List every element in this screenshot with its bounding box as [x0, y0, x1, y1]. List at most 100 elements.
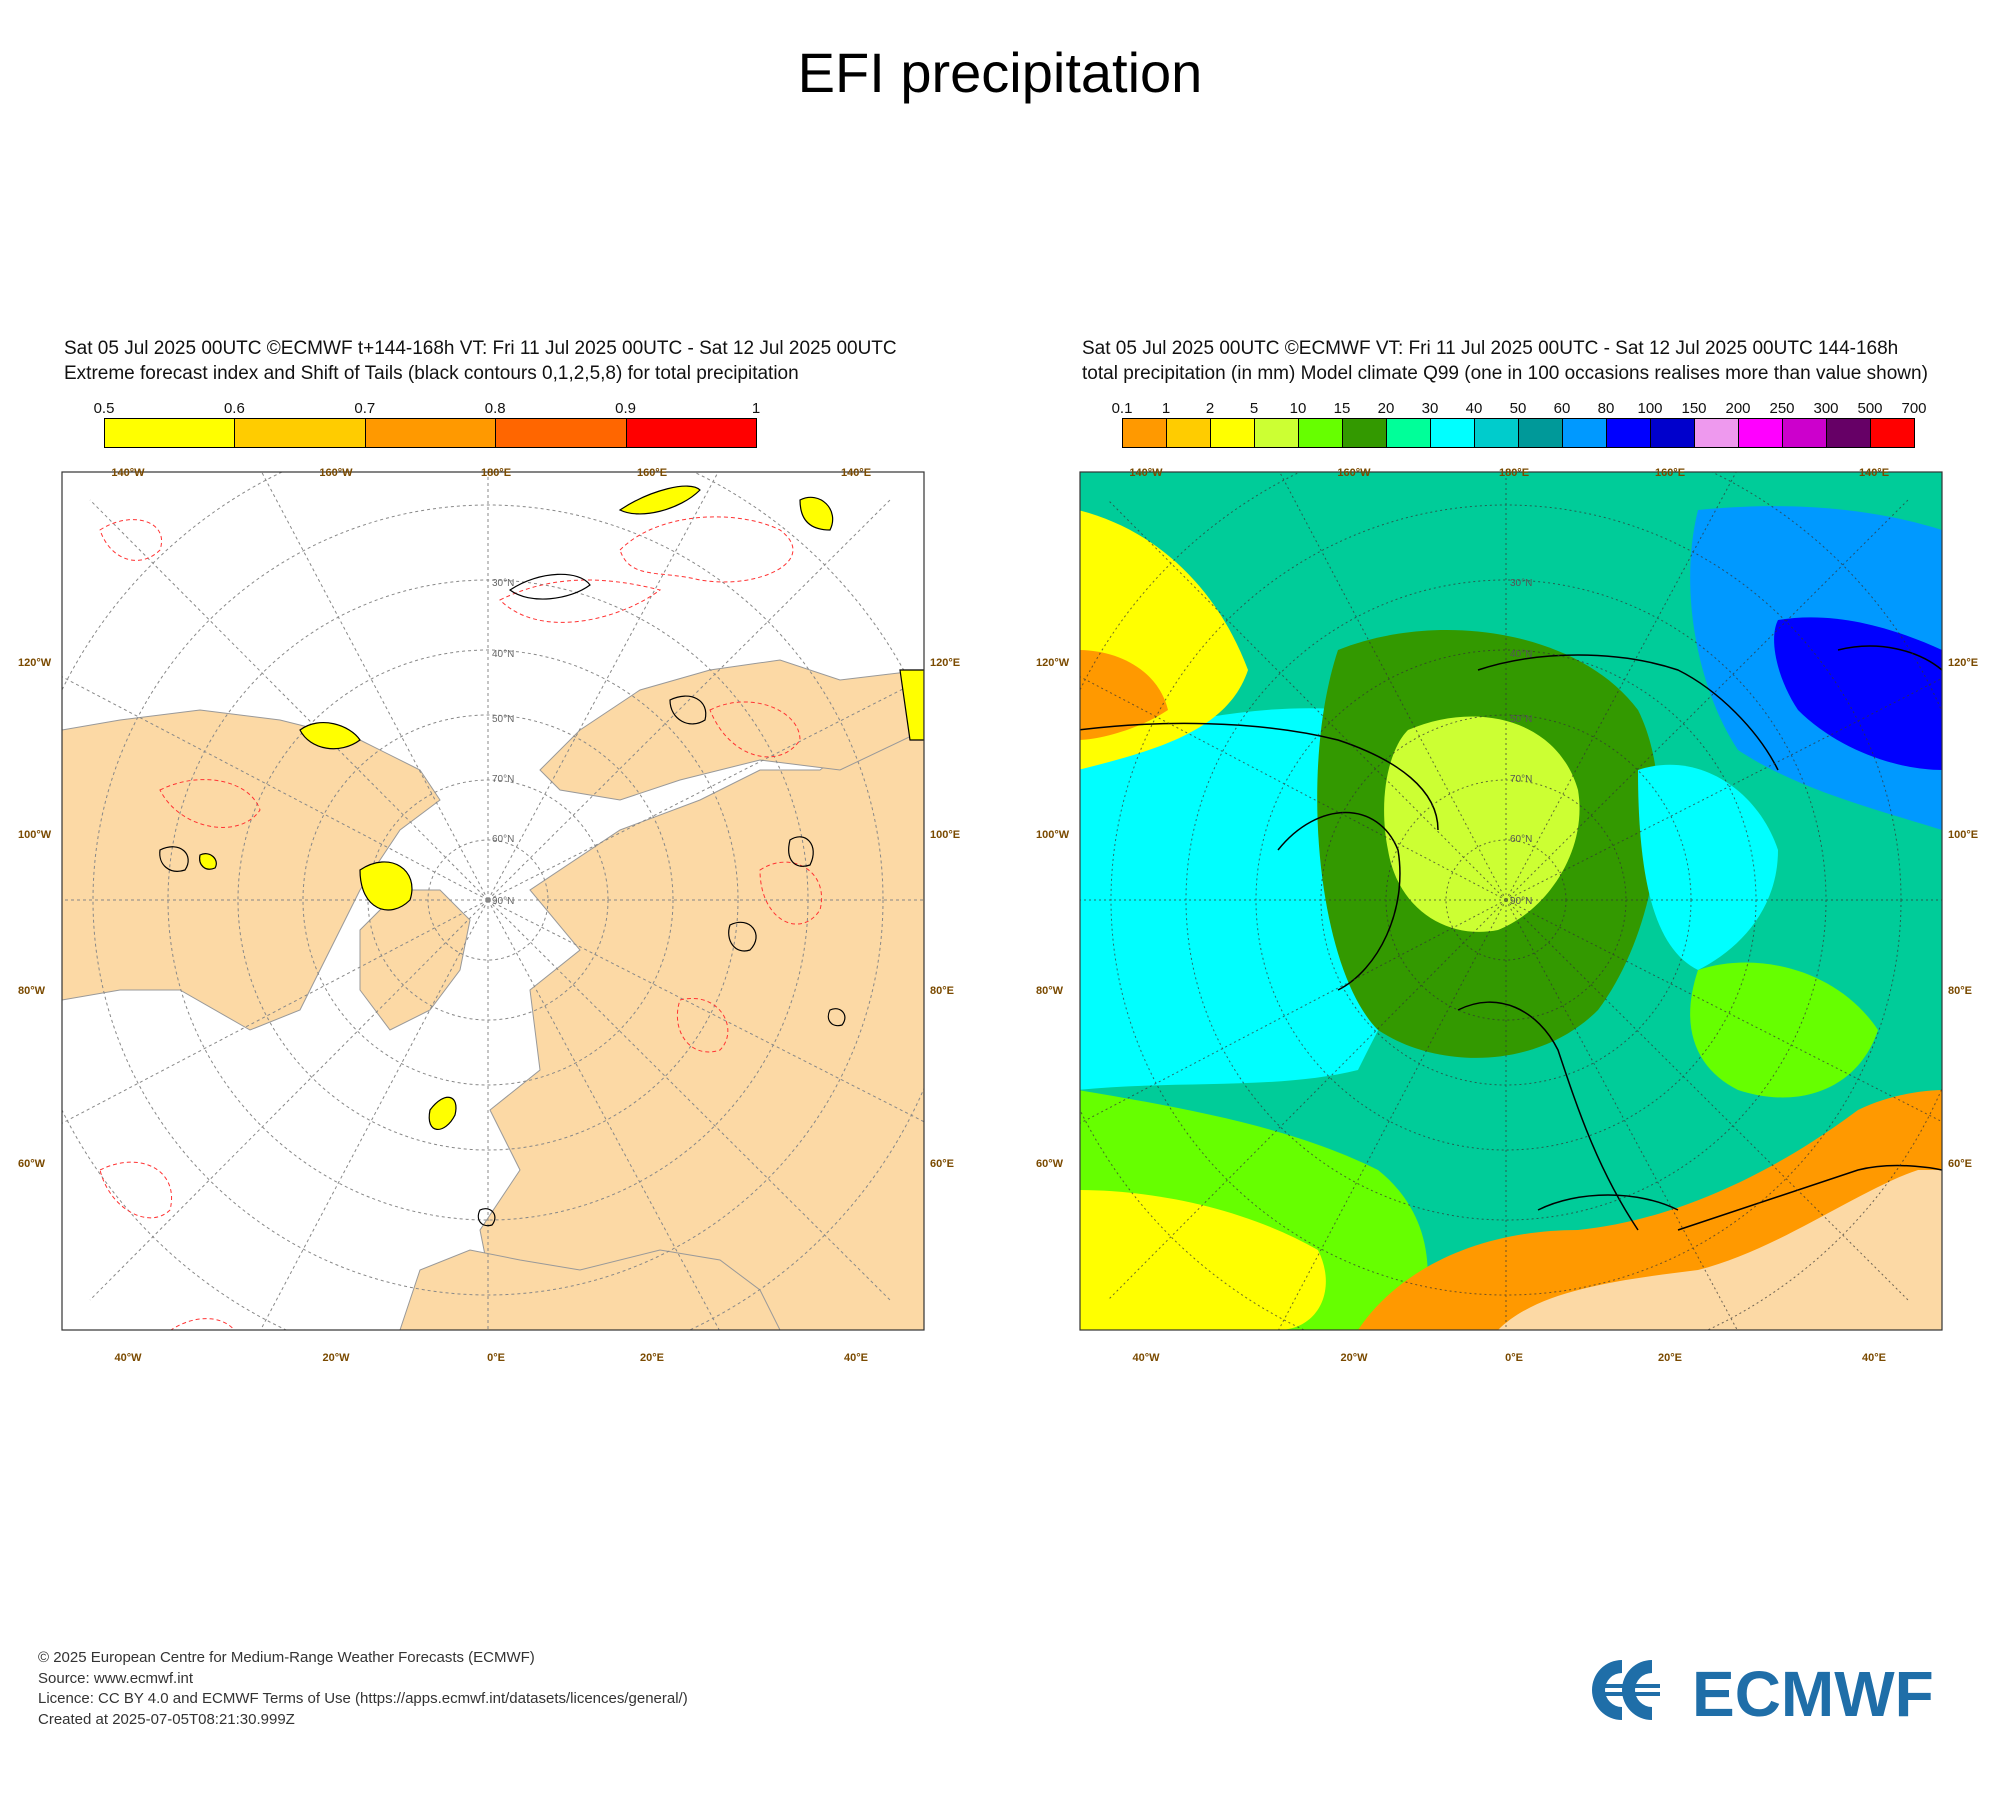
efi-colorbar-tick: 0.8	[484, 400, 506, 417]
climate-lime-polar	[1384, 716, 1580, 932]
svg-text:90°N: 90°N	[492, 896, 514, 907]
efi-land-asia-north	[539, 659, 924, 801]
efi-lat-right-4: 60°E	[930, 1158, 954, 1170]
climate-colorbar-tick: 60	[1553, 400, 1571, 417]
climate-colorbar-tick: 5	[1249, 400, 1259, 417]
climate-deep-blue-pacific	[1774, 617, 1942, 770]
climate-lon-bottom-1: 40°W	[1132, 1352, 1160, 1364]
footer-source: Source: www.ecmwf.int	[38, 1669, 194, 1687]
climate-colorbar-swatch	[1606, 418, 1651, 448]
climate-colorbar-tick: 700	[1901, 400, 1927, 417]
climate-lat-right-3: 80°E	[1948, 985, 1972, 997]
climate-colorbar-tick: 50	[1509, 400, 1527, 417]
climate-colorbar-swatch	[1342, 418, 1387, 448]
efi-lon-top-5: 140°E	[840, 467, 872, 479]
efi-colorbar-swatch	[364, 418, 497, 448]
climate-colorbar-swatch	[1870, 418, 1915, 448]
efi-colorbar: 0.5 0.6 0.7 0.8 0.9 1	[60, 400, 940, 460]
climate-lat-left-2: 100°W	[1036, 829, 1070, 841]
efi-lat-left-1: 120°W	[18, 657, 52, 669]
svg-text:40°N: 40°N	[1510, 649, 1532, 660]
efi-map-frame	[61, 471, 925, 1331]
climate-colorbar-tick: 300	[1813, 400, 1839, 417]
climate-header-line1: Sat 05 Jul 2025 00UTC ©ECMWF VT: Fri 11 …	[1082, 338, 1899, 359]
climate-lat-right-1: 120°E	[1948, 657, 1979, 669]
efi-lon-top-1: 140°W	[111, 467, 145, 479]
climate-lat-right-4: 60°E	[1948, 1158, 1972, 1170]
svg-text:30°N: 30°N	[1510, 578, 1532, 589]
efi-lon-bottom-1: 40°W	[114, 1352, 142, 1364]
efi-header-line2: Extreme forecast index and Shift of Tail…	[64, 363, 799, 384]
svg-text:60°N: 60°N	[492, 834, 514, 845]
efi-colorbar-tick: 0.6	[223, 400, 245, 417]
climate-colorbar-tick: 500	[1857, 400, 1883, 417]
climate-map-frame	[1079, 471, 1943, 1331]
climate-colorbar-swatch	[1210, 418, 1255, 448]
svg-text:50°N: 50°N	[492, 714, 514, 725]
efi-panel: Sat 05 Jul 2025 00UTC ©ECMWF t+144-168h …	[18, 335, 960, 1365]
climate-colorbar-swatch	[1562, 418, 1607, 448]
climate-lon-top-1: 140°W	[1129, 467, 1163, 479]
page-title: EFI precipitation	[797, 41, 1203, 104]
efi-colorbar-tick: 0.9	[615, 400, 637, 417]
ecmwf-logo-text: ECMWF	[1692, 1658, 1934, 1725]
efi-colorbar-tick: 1	[751, 400, 761, 417]
efi-lat-left-2: 100°W	[18, 829, 52, 841]
climate-colorbar-tick: 10	[1289, 400, 1307, 417]
climate-lon-bottom-4: 20°E	[1658, 1352, 1682, 1364]
footer-created: Created at 2025-07-05T08:21:30.999Z	[38, 1710, 295, 1728]
efi-lat-right-3: 80°E	[930, 985, 954, 997]
efi-lon-top-4: 160°E	[636, 467, 668, 479]
climate-lon-top-3: 180°E	[1498, 467, 1530, 479]
climate-yellow-atlantic	[1080, 1190, 1326, 1330]
svg-text:30°N: 30°N	[492, 578, 514, 589]
efi-land-greenland	[359, 889, 471, 1031]
climate-colorbar-tick: 1	[1161, 400, 1171, 417]
footer-copyright: © 2025 European Centre for Medium-Range …	[38, 1649, 535, 1666]
efi-land-north-america	[62, 709, 441, 1031]
climate-map: 60°N 70°N 90°N 50°N 40°N 30°N	[1079, 471, 1943, 1331]
efi-lon-bottom-4: 20°E	[640, 1352, 664, 1364]
svg-text:70°N: 70°N	[492, 774, 514, 785]
climate-lon-bottom-3: 0°E	[1505, 1352, 1523, 1364]
svg-text:40°N: 40°N	[492, 649, 514, 660]
ecmwf-logo: ECMWF	[1592, 1658, 1934, 1725]
climate-colorbar-swatch	[1298, 418, 1343, 448]
climate-colorbar-swatch	[1166, 418, 1211, 448]
climate-colorbar-tick: 30	[1421, 400, 1439, 417]
climate-colorbar-swatch	[1254, 418, 1299, 448]
climate-lon-top-2: 160°W	[1337, 467, 1371, 479]
climate-lat-right-2: 100°E	[1948, 829, 1979, 841]
climate-colorbar-swatch	[1430, 418, 1475, 448]
efi-lat-right-1: 120°E	[930, 657, 961, 669]
svg-text:50°N: 50°N	[1510, 714, 1532, 725]
efi-lon-top-3: 180°E	[480, 467, 512, 479]
climate-colorbar: 0.1 1 2 5 10 15 20 30 40 50 60 80 100 150 200 250 300 500…	[1078, 400, 1958, 460]
efi-land-africa	[399, 1249, 781, 1330]
climate-orange-nw	[1080, 650, 1168, 740]
climate-colorbar-swatch	[1782, 418, 1827, 448]
climate-colorbar-swatch	[1518, 418, 1563, 448]
efi-colorbar-tick: 0.5	[93, 400, 115, 417]
climate-lon-bottom-2: 20°W	[1340, 1352, 1368, 1364]
climate-colorbar-tick: 20	[1377, 400, 1395, 417]
climate-colorbar-tick: 40	[1465, 400, 1483, 417]
climate-cyan-asia	[1638, 764, 1778, 970]
climate-colorbar-tick: 250	[1769, 400, 1795, 417]
efi-lat-right-2: 100°E	[930, 829, 961, 841]
climate-colorbar-tick: 2	[1205, 400, 1215, 417]
efi-lat-left-3: 80°W	[18, 985, 46, 997]
climate-tan-sahara	[1498, 1170, 1942, 1330]
climate-lat-left-4: 60°W	[1036, 1158, 1064, 1170]
footer-licence: Licence: CC BY 4.0 and ECMWF Terms of Us…	[38, 1690, 688, 1707]
climate-colorbar-tick: 0.1	[1111, 400, 1133, 417]
climate-lon-bottom-5: 40°E	[1862, 1352, 1886, 1364]
climate-colorbar-swatch	[1474, 418, 1519, 448]
climate-lon-top-4: 160°E	[1654, 467, 1686, 479]
climate-colorbar-swatch	[1386, 418, 1431, 448]
climate-colorbar-tick: 200	[1725, 400, 1751, 417]
climate-lon-top-5: 140°E	[1858, 467, 1890, 479]
climate-lat-left-3: 80°W	[1036, 985, 1064, 997]
efi-map: 60°N 70°N 90°N 50°N 40°N 30°N	[61, 471, 925, 1331]
climate-colorbar-swatch	[1122, 418, 1167, 448]
